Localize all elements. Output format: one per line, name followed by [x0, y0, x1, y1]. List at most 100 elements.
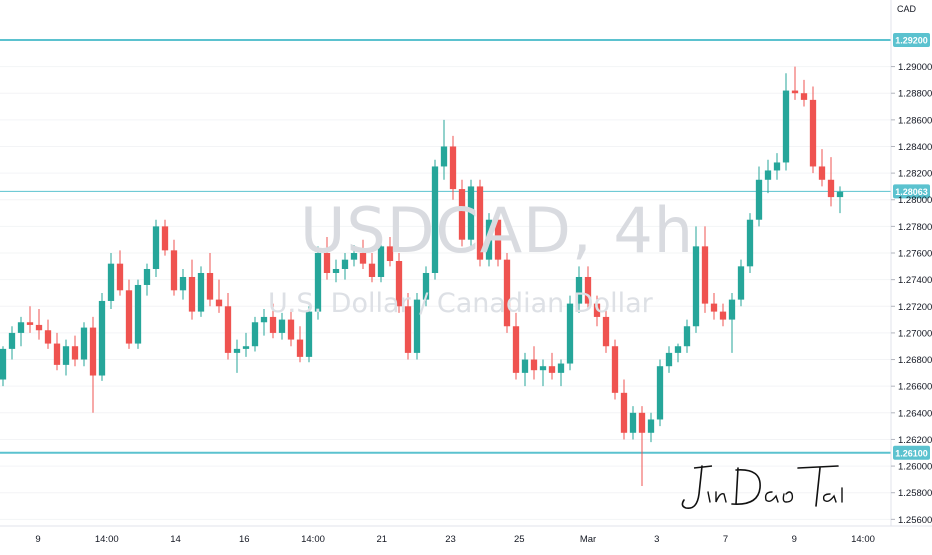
price-tick-label-3: 1.28400: [898, 142, 932, 153]
price-tick-label-16: 1.25800: [898, 488, 932, 499]
candle-body-47: [422, 272, 430, 300]
time-tick-label-0: 9: [35, 534, 40, 545]
candle-body-40: [359, 253, 367, 264]
price-tick-label-10: 1.27000: [898, 328, 932, 339]
candle-body-91: [818, 166, 826, 180]
candle-body-21: [188, 276, 196, 312]
candle-body-26: [233, 348, 241, 353]
time-tick-label-1: 14:00: [95, 534, 119, 545]
time-tick-label-7: 25: [514, 534, 525, 545]
candle-body-68: [611, 346, 619, 393]
time-tick-label-2: 14: [170, 534, 181, 545]
candle-body-3: [26, 322, 34, 325]
candle-body-15: [134, 284, 142, 344]
time-tick-label-9: 3: [654, 534, 659, 545]
time-tick-label-12: 14:00: [851, 534, 875, 545]
candle-body-89: [800, 93, 808, 100]
candle-body-35: [314, 253, 322, 312]
currency-label: CAD: [897, 4, 917, 14]
candle-body-36: [323, 253, 331, 273]
price-tick-label-4: 1.28200: [898, 169, 932, 180]
candle-body-12: [107, 263, 115, 301]
time-tick-label-10: 7: [723, 534, 728, 545]
candle-body-30: [269, 316, 277, 333]
candle-body-29: [260, 316, 268, 323]
candle-body-87: [782, 90, 790, 163]
price-axis[interactable]: 1.29000 1.28800 1.28600 1.28400 1.28200 1.280…: [891, 62, 932, 526]
candle-body-43: [386, 246, 394, 262]
candle-body-19: [170, 250, 178, 291]
candle-body-10: [89, 327, 97, 376]
time-axis[interactable]: 9 14:00 14 16 14:00 21 23 25 Mar 3 7 9 14:00: [35, 534, 875, 545]
time-tick-label-6: 23: [445, 534, 456, 545]
candle-body-44: [395, 261, 403, 307]
horizontal-levels[interactable]: 1.29200 1.26100 1.28063: [0, 32, 930, 460]
candle-body-63: [566, 303, 574, 364]
price-tick-label-13: 1.26400: [898, 408, 932, 419]
candle-body-23: [206, 272, 214, 300]
candle-body-55: [494, 219, 502, 260]
candle-body-28: [251, 322, 259, 347]
candle-body-18: [161, 226, 169, 251]
price-tick-label-11: 1.26800: [898, 355, 932, 366]
price-tick-label-12: 1.26600: [898, 382, 932, 393]
price-tick-label-1: 1.28800: [898, 89, 932, 100]
candle-body-17: [152, 226, 160, 269]
candle-body-65: [584, 276, 592, 304]
candle-body-42: [377, 246, 385, 277]
candle-body-0: [0, 348, 7, 380]
candle-body-14: [125, 290, 133, 344]
candle-body-45: [404, 306, 412, 353]
candle-body-60: [539, 366, 547, 371]
candle-body-1: [8, 332, 16, 349]
candle-body-4: [35, 324, 43, 331]
last-price-tag: [893, 184, 930, 199]
price-tick-label-7: 1.27600: [898, 249, 932, 260]
candle-body-76: [683, 326, 691, 347]
candle-body-93: [836, 191, 844, 198]
candle-body-24: [215, 299, 223, 307]
candle-body-13: [116, 263, 124, 291]
time-tick-label-3: 16: [239, 534, 250, 545]
candle-body-52: [467, 186, 475, 240]
price-tick-label-6: 1.27800: [898, 222, 932, 233]
candle-body-69: [620, 392, 628, 433]
candle-body-58: [521, 359, 529, 373]
time-tick-label-4: 14:00: [301, 534, 325, 545]
candle-body-48: [431, 166, 439, 273]
candle-body-83: [746, 219, 754, 267]
time-tick-label-5: 21: [376, 534, 387, 545]
candle-body-74: [665, 352, 673, 367]
candle-body-7: [62, 346, 70, 365]
candle-body-70: [629, 412, 637, 433]
candle-body-16: [143, 268, 151, 285]
candle-body-90: [809, 99, 817, 167]
candle-body-86: [773, 162, 781, 171]
candle-body-64: [575, 276, 583, 304]
candle-body-5: [44, 330, 52, 344]
candle-body-25: [224, 306, 232, 353]
candle-body-85: [764, 170, 772, 180]
price-tick-label-17: 1.25600: [898, 515, 932, 526]
candle-body-62: [557, 363, 565, 373]
horizontal-level-0-tag: [893, 32, 930, 47]
candle-body-22: [197, 272, 205, 312]
candle-body-31: [278, 319, 286, 333]
candle-body-75: [674, 346, 682, 353]
price-tick-label-2: 1.28600: [898, 115, 932, 126]
candle-body-84: [755, 179, 763, 220]
price-tick-label-9: 1.27200: [898, 302, 932, 313]
candle-body-39: [350, 253, 358, 260]
candle-body-61: [548, 366, 556, 373]
price-tick-label-8: 1.27400: [898, 275, 932, 286]
price-tick-label-5: 1.28000: [898, 195, 932, 206]
candle-body-59: [530, 359, 538, 371]
candle-body-46: [413, 299, 421, 353]
candle-body-72: [647, 419, 655, 433]
price-tick-label-0: 1.29000: [898, 62, 932, 73]
candles: [0, 66, 844, 487]
candle-body-38: [341, 259, 349, 269]
